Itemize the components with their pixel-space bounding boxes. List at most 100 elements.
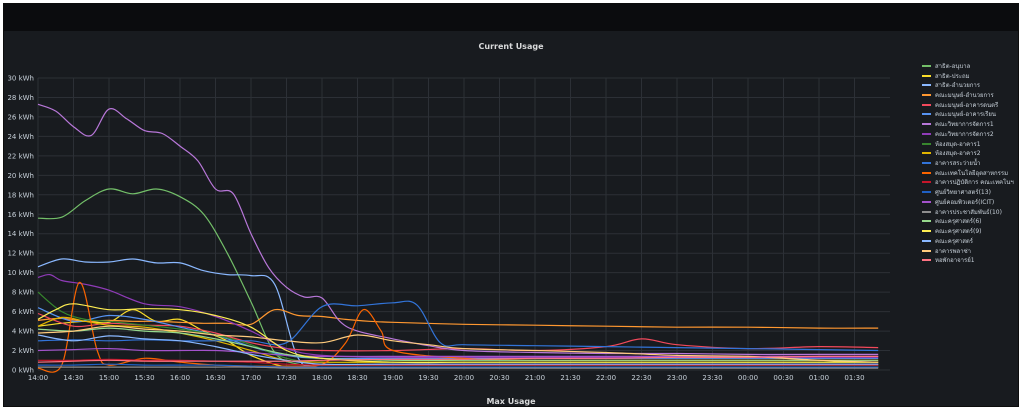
- x-tick-label: 17:30: [276, 374, 296, 382]
- legend-label: คณะมนุษย์-อาคารดนตรี: [935, 101, 999, 109]
- y-tick-label: 20 kWh: [7, 172, 34, 180]
- series-line-3: [37, 308, 879, 329]
- legend-item[interactable]: คณะมนุษย์-อำนวยการ: [922, 90, 1018, 100]
- legend-item[interactable]: ศูนย์คอมพิวเตอร์(ICIT): [922, 197, 1018, 207]
- legend-label: หอพักอาจารย์1: [935, 257, 975, 265]
- legend-swatch: [922, 162, 931, 165]
- legend-item[interactable]: สาธิต-อนุบาล: [922, 61, 1018, 71]
- legend-item[interactable]: คณะเทคโนโลยีอุตสาหกรรม: [922, 168, 1018, 178]
- legend-label: สาธิต-อำนวยการ: [935, 82, 980, 90]
- y-tick-label: 22 kWh: [7, 152, 34, 160]
- legend-item[interactable]: อาคารสระว่ายน้ำ: [922, 158, 1018, 168]
- legend-swatch: [922, 142, 931, 145]
- legend-swatch: [922, 84, 931, 87]
- legend-label: ศูนย์วิทยาศาสตร์(13): [935, 189, 991, 197]
- legend-item[interactable]: ห้องสมุด-อาคาร2: [922, 148, 1018, 158]
- legend-label: คณะมนุษย์-อาคารเรียน: [935, 111, 996, 119]
- legend-item[interactable]: คณะวิทยาการจัดการ2: [922, 129, 1018, 139]
- x-tick-label: 23:00: [667, 374, 687, 382]
- series-line-14: [37, 347, 879, 358]
- y-tick-label: 28 kWh: [7, 94, 34, 102]
- legend-swatch: [922, 249, 931, 252]
- legend-label: อาคารปฏิบัติการ คณะเทคโนฯ: [935, 179, 1014, 187]
- x-tick-label: 22:00: [596, 374, 616, 382]
- legend-label: คณะครุศาสตร์(9): [935, 228, 982, 236]
- legend-label: สาธิต-อนุบาล: [935, 62, 971, 70]
- y-tick-label: 0 kWh: [12, 367, 34, 375]
- legend-label: สาธิต-ประถม: [935, 72, 970, 80]
- x-tick-label: 14:30: [63, 374, 83, 382]
- x-tick-label: 15:30: [134, 374, 154, 382]
- legend-item[interactable]: คณะมนุษย์-อาคารดนตรี: [922, 100, 1018, 110]
- legend-item[interactable]: สาธิต-ประถม: [922, 71, 1018, 81]
- legend-item[interactable]: คณะมนุษย์-อาคารเรียน: [922, 110, 1018, 120]
- x-tick-label: 15:00: [99, 374, 119, 382]
- series-line-20: [37, 355, 879, 363]
- legend-item[interactable]: หอพักอาจารย์1: [922, 255, 1018, 265]
- y-tick-label: 6 kWh: [12, 308, 34, 316]
- legend-swatch: [922, 103, 931, 106]
- legend-swatch: [922, 200, 931, 203]
- legend-swatch: [922, 259, 931, 262]
- series-line-15: [38, 366, 879, 369]
- x-tick-label: 16:30: [205, 374, 225, 382]
- legend-item[interactable]: ห้องสมุด-อาคาร1: [922, 139, 1018, 149]
- legend-item[interactable]: สาธิต-อำนวยการ: [922, 80, 1018, 90]
- x-tick-label: 20:30: [489, 374, 509, 382]
- legend-swatch: [922, 220, 931, 223]
- legend-item[interactable]: คณะครุศาสตร์(6): [922, 217, 1018, 227]
- legend-label: อาคารสระว่ายน้ำ: [935, 160, 981, 168]
- y-tick-label: 2 kWh: [12, 347, 34, 355]
- y-tick-label: 12 kWh: [7, 250, 34, 258]
- legend-item[interactable]: คณะวิทยาการจัดการ1: [922, 119, 1018, 129]
- legend-swatch: [922, 210, 931, 213]
- panel-title: Current Usage: [478, 42, 544, 51]
- legend-swatch: [922, 74, 931, 77]
- legend-item[interactable]: คณะครุศาสตร์(9): [922, 226, 1018, 236]
- x-tick-label: 00:30: [773, 374, 793, 382]
- legend-swatch: [922, 123, 931, 126]
- legend-swatch: [922, 191, 931, 194]
- legend-swatch: [922, 152, 931, 155]
- legend-label: อาคารพลาซ่า: [935, 247, 972, 255]
- legend-label: คณะเทคโนโลยีอุตสาหกรรม: [935, 169, 1009, 177]
- x-tick-label: 23:30: [702, 374, 722, 382]
- x-tick-label: 18:30: [347, 374, 367, 382]
- legend-label: คณะวิทยาการจัดการ1: [935, 121, 994, 129]
- legend-label: ห้องสมุด-อาคาร2: [935, 150, 981, 158]
- legend-item[interactable]: อาคารปฏิบัติการ คณะเทคโนฯ: [922, 178, 1018, 188]
- series-line-6: [37, 103, 879, 356]
- x-tick-label: 17:00: [241, 374, 261, 382]
- x-tick-label: 18:00: [312, 374, 332, 382]
- legend-item[interactable]: อาคารพลาซ่า: [922, 246, 1018, 256]
- x-tick-label: 21:00: [525, 374, 545, 382]
- y-tick-label: 14 kWh: [7, 230, 34, 238]
- series-line-0: [37, 188, 879, 366]
- legend-label: อาคารประชาสัมพันธ์(10): [935, 208, 1002, 216]
- y-tick-label: 26 kWh: [7, 113, 34, 121]
- series-line-12: [37, 358, 879, 366]
- legend-swatch: [922, 113, 931, 116]
- legend-item[interactable]: ศูนย์วิทยาศาสตร์(13): [922, 187, 1018, 197]
- legend-swatch: [922, 94, 931, 97]
- legend-label: คณะครุศาสตร์: [935, 237, 973, 245]
- legend-label: คณะครุศาสตร์(6): [935, 218, 982, 226]
- y-tick-label: 4 kWh: [12, 328, 34, 336]
- legend-label: คณะมนุษย์-อำนวยการ: [935, 92, 994, 100]
- series-line-13: [37, 363, 879, 368]
- x-tick-label: 16:00: [170, 374, 190, 382]
- x-tick-label: 19:00: [383, 374, 403, 382]
- y-tick-label: 8 kWh: [12, 289, 34, 297]
- legend-label: คณะวิทยาการจัดการ2: [935, 130, 994, 138]
- legend-item[interactable]: คณะครุศาสตร์: [922, 236, 1018, 246]
- x-tick-label: 19:30: [418, 374, 438, 382]
- legend-item[interactable]: อาคารประชาสัมพันธ์(10): [922, 207, 1018, 217]
- next-panel-title: Max Usage: [486, 397, 536, 406]
- line-chart: 0 kWh 2 kWh 4 kWh 6 kWh 8 kWh 10 kWh 12 kWh 14 …: [7, 75, 890, 382]
- legend-swatch: [922, 230, 931, 233]
- y-tick-label: 16 kWh: [7, 211, 34, 219]
- series-line-17: [37, 303, 879, 364]
- series-line-18: [37, 334, 879, 366]
- legend-swatch: [922, 132, 931, 135]
- legend-swatch: [922, 171, 931, 174]
